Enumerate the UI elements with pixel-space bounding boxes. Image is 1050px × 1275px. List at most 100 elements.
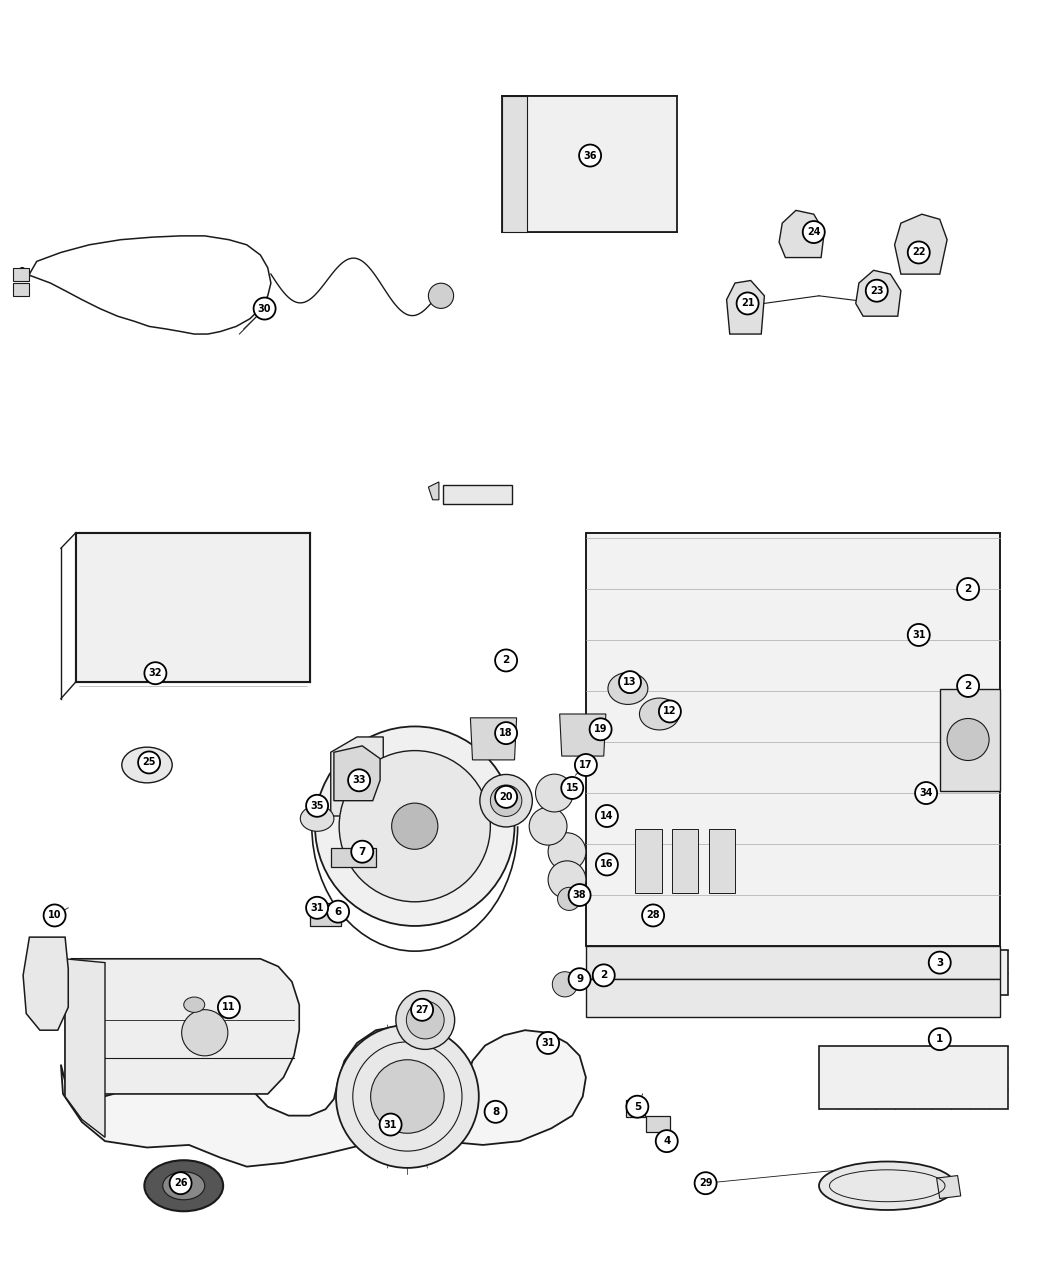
Circle shape [548,833,586,871]
Text: 4: 4 [663,1136,671,1146]
Polygon shape [940,688,1000,790]
Circle shape [916,782,937,805]
Circle shape [958,578,979,601]
Circle shape [627,1095,648,1118]
Polygon shape [586,946,1000,979]
Polygon shape [331,737,383,816]
Circle shape [529,807,567,845]
Circle shape [339,751,490,901]
Text: 13: 13 [624,677,636,687]
Circle shape [575,754,596,776]
Circle shape [656,1130,677,1153]
Ellipse shape [145,1160,223,1211]
Circle shape [695,1172,716,1195]
Ellipse shape [608,673,648,704]
Polygon shape [65,959,105,1137]
Polygon shape [470,718,517,760]
Circle shape [44,904,65,927]
Text: 2: 2 [601,970,607,980]
Polygon shape [830,950,1008,994]
Text: 28: 28 [647,910,659,921]
Text: 7: 7 [358,847,366,857]
Polygon shape [586,979,1000,1017]
Circle shape [596,805,617,827]
Ellipse shape [184,997,205,1012]
Circle shape [145,662,166,685]
Circle shape [496,785,517,808]
Circle shape [485,1100,506,1123]
Circle shape [406,1001,444,1039]
Circle shape [958,674,979,697]
Circle shape [908,241,929,264]
Polygon shape [334,746,380,801]
Text: 20: 20 [500,792,512,802]
Circle shape [569,884,590,907]
Text: 38: 38 [573,890,586,900]
Polygon shape [428,482,439,500]
Text: 24: 24 [807,227,820,237]
Polygon shape [856,270,901,316]
Circle shape [307,896,328,919]
Circle shape [929,1028,950,1051]
Circle shape [562,776,583,799]
Ellipse shape [300,806,334,831]
Circle shape [558,887,581,910]
Ellipse shape [639,699,679,731]
Polygon shape [13,268,29,280]
Text: 22: 22 [912,247,925,258]
Polygon shape [443,484,512,504]
Text: 9: 9 [576,974,583,984]
Text: 27: 27 [416,1005,428,1015]
Circle shape [929,951,950,974]
Circle shape [620,671,640,694]
Text: 14: 14 [601,811,613,821]
Text: 11: 11 [223,1002,235,1012]
Ellipse shape [122,747,172,783]
Polygon shape [65,959,299,1094]
Text: 21: 21 [741,298,754,309]
Text: 18: 18 [500,728,512,738]
Text: 31: 31 [384,1119,397,1130]
Text: 17: 17 [580,760,592,770]
Text: 30: 30 [258,303,271,314]
Polygon shape [672,829,698,892]
Text: 23: 23 [870,286,883,296]
Polygon shape [709,829,735,892]
Circle shape [392,803,438,849]
Circle shape [659,700,680,723]
Text: 16: 16 [601,859,613,870]
Polygon shape [502,96,677,232]
Text: 12: 12 [664,706,676,717]
Text: 29: 29 [699,1178,712,1188]
Polygon shape [310,903,341,926]
Text: 31: 31 [912,630,925,640]
Text: 36: 36 [584,150,596,161]
Text: 2: 2 [965,584,971,594]
Polygon shape [586,533,1000,946]
Circle shape [490,785,522,816]
Circle shape [328,900,349,923]
Circle shape [139,751,160,774]
Polygon shape [646,1116,670,1132]
Text: 2: 2 [503,655,509,666]
Circle shape [548,861,586,899]
Text: 34: 34 [920,788,932,798]
Polygon shape [502,96,527,232]
Circle shape [737,292,758,315]
Circle shape [412,998,433,1021]
Circle shape [396,991,455,1049]
Circle shape [596,853,617,876]
Polygon shape [937,1176,961,1198]
Polygon shape [61,992,586,1167]
Circle shape [569,968,590,991]
Circle shape [352,840,373,863]
Ellipse shape [163,1172,205,1200]
Text: 10: 10 [48,910,61,921]
Circle shape [480,774,532,827]
Circle shape [552,972,578,997]
Circle shape [643,904,664,927]
Polygon shape [635,829,662,892]
Text: 2: 2 [965,681,971,691]
Text: 35: 35 [311,801,323,811]
Text: 6: 6 [335,907,341,917]
